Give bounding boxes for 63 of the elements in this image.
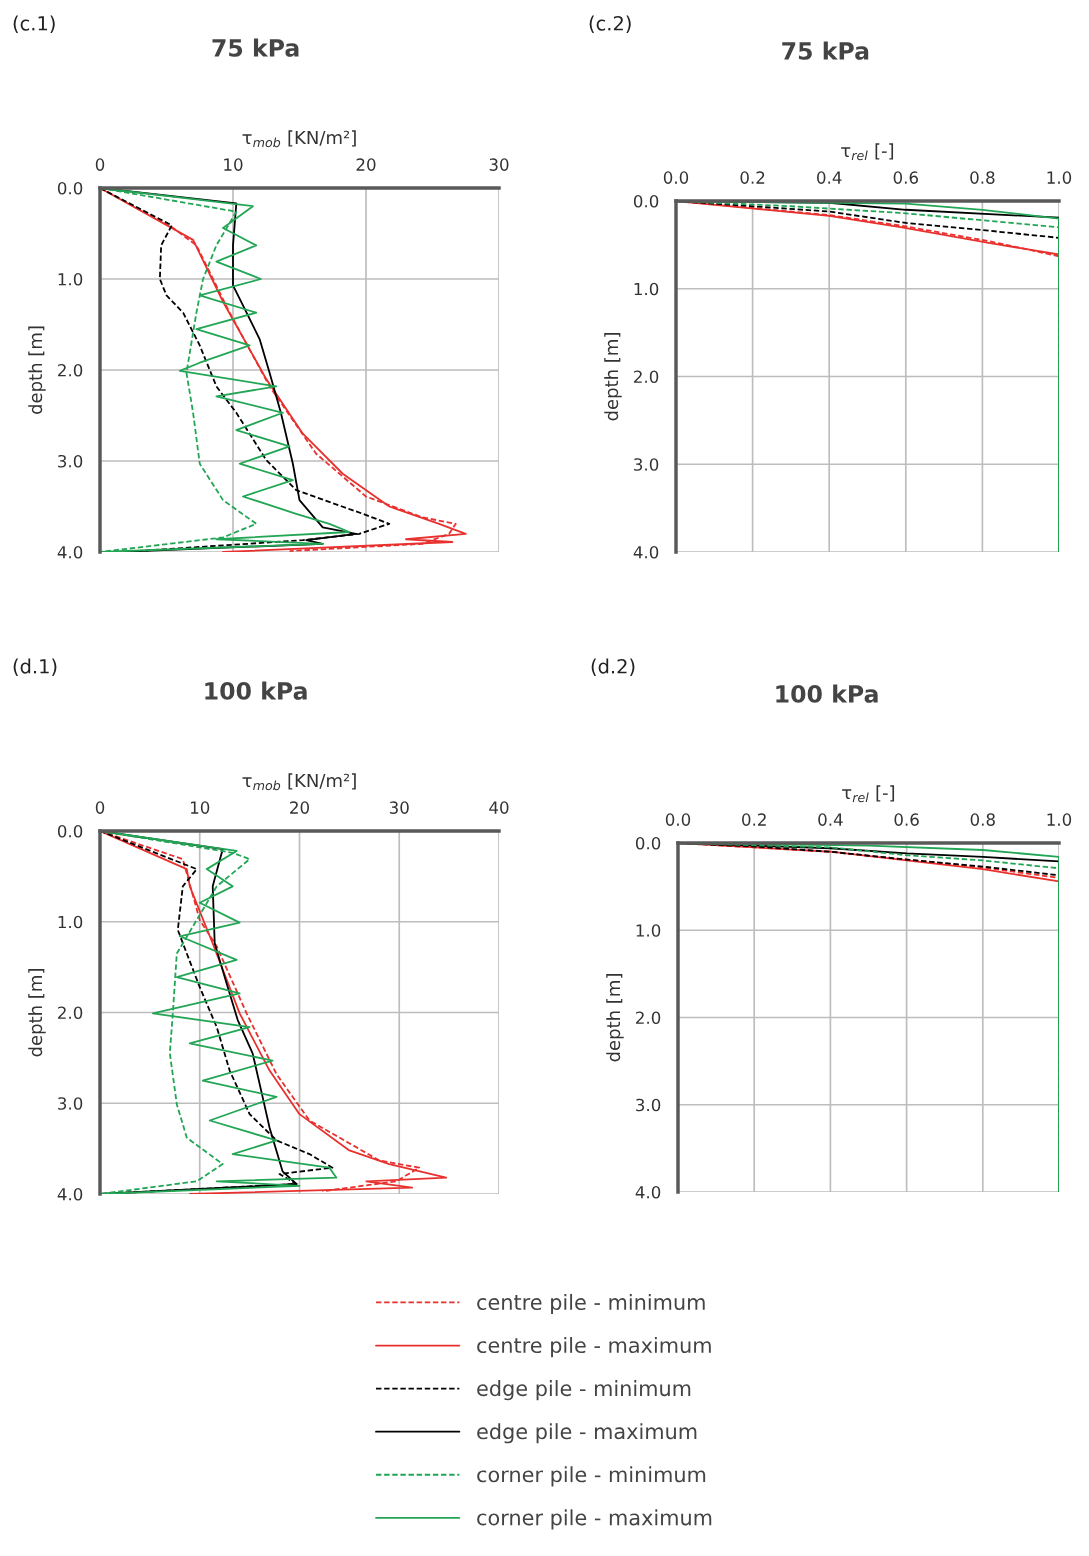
text: (c.1): [13, 15, 55, 33]
text: (c.2): [589, 15, 631, 33]
y-tick-label: 0.0: [57, 181, 83, 195]
legend-label: edge pile - maximum: [477, 1423, 697, 1444]
text: (d.1): [13, 658, 57, 676]
x-tick-label: 0.4: [818, 813, 843, 826]
x-axis-title: τ$_{mob}$ [KN/m²]: [242, 130, 356, 148]
x-axis-title: τ$_{rel}$ [-]: [842, 785, 895, 803]
x-tick-label: 30: [489, 158, 509, 171]
y-tick-label: 3.0: [58, 454, 83, 468]
x-tick-label: 0.8: [970, 171, 995, 184]
x-axis-title: τ$_{rel}$ [-]: [841, 143, 894, 161]
y-tick-label: 1.0: [636, 924, 661, 937]
x-tick-label: 0: [95, 801, 105, 814]
x-tick-label: 0.2: [742, 813, 766, 826]
chart-title: 100 kPa: [205, 681, 307, 700]
y-tick-label: 1.0: [634, 282, 659, 296]
y-tick-label: 2.0: [58, 1006, 83, 1020]
x-tick-label: 0.0: [663, 171, 689, 184]
x-tick-label: 0.0: [665, 813, 691, 826]
y-axis-title: depth [m]: [606, 974, 624, 1062]
y-axis-title: depth [m]: [28, 326, 46, 414]
legend-label: edge pile - minimum: [477, 1380, 691, 1401]
x-tick-label: 0.8: [970, 813, 995, 826]
y-tick-label: 2.0: [58, 363, 83, 377]
x-tick-label: 30: [389, 801, 409, 814]
x-tick-label: 40: [489, 801, 509, 814]
y-tick-label: 3.0: [636, 1098, 661, 1112]
legend-label: corner pile - maximum: [477, 1509, 712, 1530]
chart-title: 75 kPa: [782, 41, 869, 60]
x-tick-label: 0: [95, 158, 105, 171]
x-tick-label: 0.4: [817, 171, 842, 184]
legend-label: corner pile - minimum: [477, 1466, 706, 1487]
x-tick-label: 10: [224, 158, 243, 171]
x-tick-label: 1.0: [1047, 171, 1072, 184]
y-tick-label: 0.0: [633, 194, 659, 208]
chart-title: 75 kPa: [212, 38, 299, 57]
y-tick-label: 4.0: [635, 1185, 661, 1199]
x-tick-label: 20: [290, 801, 309, 814]
legend-label: centre pile - maximum: [477, 1336, 711, 1358]
y-tick-label: 1.0: [58, 272, 83, 286]
y-tick-label: 2.0: [634, 370, 659, 384]
x-tick-label: 1.0: [1047, 813, 1072, 826]
x-tick-label: 0.2: [740, 171, 765, 184]
x-axis-title: τ$_{mob}$ [KN/m²]: [242, 773, 356, 791]
y-tick-label: 0.0: [635, 836, 661, 850]
y-axis-title: depth [m]: [28, 969, 46, 1057]
y-tick-label: 0.0: [57, 824, 83, 838]
chart-title: 100 kPa: [776, 684, 878, 703]
y-tick-label: 2.0: [636, 1011, 661, 1025]
y-tick-label: 4.0: [57, 1187, 83, 1201]
x-tick-label: 20: [356, 158, 376, 171]
y-tick-label: 4.0: [633, 545, 659, 559]
x-tick-label: 10: [190, 801, 210, 814]
y-tick-label: 3.0: [634, 458, 659, 471]
text: (d.2): [591, 658, 635, 676]
legend-label: centre pile - minimum: [477, 1293, 705, 1315]
y-tick-label: 4.0: [57, 545, 83, 559]
y-tick-label: 3.0: [58, 1097, 83, 1110]
y-axis-title: depth [m]: [604, 333, 622, 421]
x-tick-label: 0.6: [894, 813, 919, 826]
x-tick-label: 0.6: [893, 171, 918, 184]
y-tick-label: 1.0: [58, 915, 83, 929]
